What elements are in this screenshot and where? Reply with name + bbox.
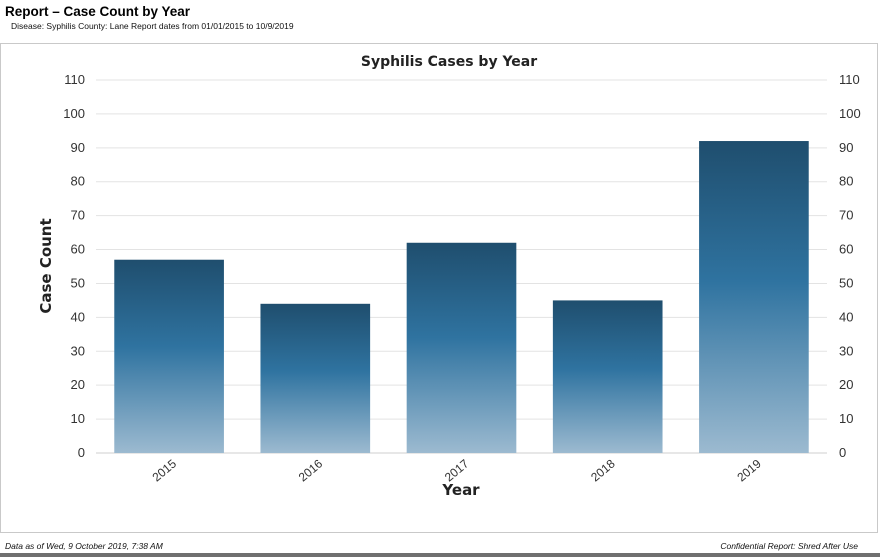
footer-confidential-note: Confidential Report: Shred After Use [720,541,858,551]
x-axis-label: Year [441,481,480,499]
y-tick-label-right: 30 [839,343,853,358]
bar-2015 [114,259,224,453]
bar-2018 [552,300,663,453]
y-tick-label-right: 80 [839,174,853,189]
x-tick-label: 2019 [734,456,764,484]
bar-2017 [406,242,517,453]
bottom-bar [0,553,880,557]
x-tick-label: 2015 [150,456,180,484]
x-tick-label: 2016 [296,456,326,484]
bar-chart: Syphilis Cases by Year 0 0 10 10 20 20 30 30 40 4… [37,54,861,499]
report-title: Report – Case Count by Year [5,4,191,19]
y-tick-label-left: 30 [71,343,85,358]
y-tick-label-right: 50 [839,275,853,290]
y-tick-label-left: 110 [64,72,85,87]
y-axis-label: Case Count [37,218,55,313]
y-tick-label-right: 0 [839,445,846,460]
y-tick-label-right: 20 [839,377,853,392]
y-tick-label-right: 70 [839,208,853,223]
y-tick-label-left: 70 [71,208,85,223]
y-tick-label-right: 40 [839,309,853,324]
y-tick-label-left: 80 [71,174,85,189]
x-tick-label: 2018 [588,456,618,484]
bar-2016 [260,303,371,453]
footer-data-timestamp: Data as of Wed, 9 October 2019, 7:38 AM [5,541,163,551]
y-tick-label-right: 10 [839,411,853,426]
y-tick-label-left: 60 [71,242,85,257]
chart-frame: Syphilis Cases by Year 0 0 10 10 20 20 30 30 40 4… [0,43,878,533]
y-tick-label-right: 110 [839,72,860,87]
chart-title: Syphilis Cases by Year [361,54,537,70]
report-subtitle: Disease: Syphilis County: Lane Report da… [11,21,294,31]
y-axis-ticks: 0 0 10 10 20 20 30 30 40 40 50 50 60 60 70 70 80 80 90 90 10… [63,72,860,460]
y-tick-label-left: 40 [71,309,85,324]
y-tick-label-right: 60 [839,242,853,257]
y-tick-label-left: 50 [71,275,85,290]
report-header: Report – Case Count by Year Disease: Syp… [5,4,294,32]
bars [114,141,809,453]
y-tick-label-left: 20 [71,377,85,392]
y-tick-label-left: 0 [78,445,85,460]
y-tick-label-left: 10 [71,411,85,426]
y-tick-label-left: 100 [63,106,85,121]
y-tick-label-right: 100 [839,106,861,121]
y-tick-label-right: 90 [839,140,853,155]
bar-2019 [699,141,809,453]
y-tick-label-left: 90 [71,140,85,155]
